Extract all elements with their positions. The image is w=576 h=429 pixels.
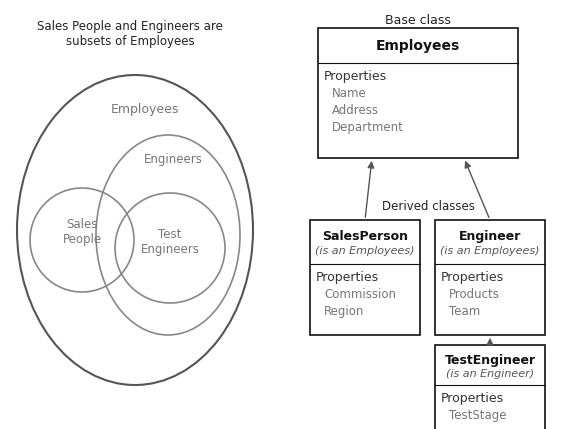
Text: Sales
People: Sales People (62, 218, 101, 247)
Text: SalesPerson: SalesPerson (322, 230, 408, 243)
Text: Properties: Properties (316, 271, 379, 284)
Text: Department: Department (332, 121, 404, 134)
Text: (is an Employees): (is an Employees) (315, 247, 415, 257)
Text: Region: Region (324, 305, 365, 318)
Text: Sales People and Engineers are
subsets of Employees: Sales People and Engineers are subsets o… (37, 20, 223, 48)
Text: Commission: Commission (324, 288, 396, 301)
Bar (310, 220, 420, 335)
Bar (318, 28, 518, 158)
Text: Team: Team (449, 305, 480, 318)
Text: Employees: Employees (376, 39, 460, 52)
Text: Properties: Properties (441, 392, 504, 405)
Text: Engineers: Engineers (143, 153, 202, 166)
Bar (435, 220, 545, 335)
Text: TestEngineer: TestEngineer (445, 353, 536, 367)
Text: Derived classes: Derived classes (381, 200, 475, 213)
Text: Name: Name (332, 87, 367, 100)
Bar (435, 345, 545, 429)
Text: Engineer: Engineer (459, 230, 521, 243)
Text: TestStage: TestStage (449, 409, 506, 422)
Text: Properties: Properties (441, 271, 504, 284)
Text: (is an Engineer): (is an Engineer) (446, 369, 534, 379)
Text: Employees: Employees (111, 103, 179, 116)
Text: Products: Products (449, 288, 500, 301)
Text: Properties: Properties (324, 70, 387, 83)
Text: Test
Engineers: Test Engineers (141, 227, 199, 257)
Text: (is an Employees): (is an Employees) (440, 247, 540, 257)
Text: Address: Address (332, 104, 379, 117)
Text: Base class: Base class (385, 14, 451, 27)
